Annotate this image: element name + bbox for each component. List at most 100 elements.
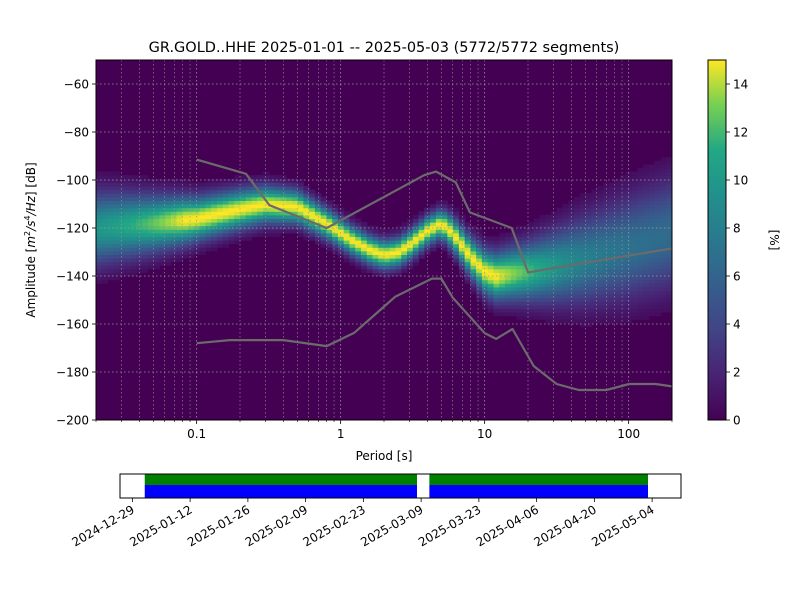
heatmap-cell [562, 218, 569, 223]
heatmap-cell [430, 247, 437, 252]
heatmap-cell [355, 243, 362, 248]
heatmap-cell [430, 218, 437, 223]
heatmap-cell [556, 258, 564, 263]
heatmap-cell [441, 204, 448, 209]
heatmap-cell [355, 254, 362, 259]
heatmap-cell [625, 175, 633, 180]
heatmap-cell [447, 250, 454, 255]
heatmap-cell [107, 250, 114, 255]
heatmap-cell [545, 286, 552, 291]
heatmap-cell [384, 232, 391, 237]
heatmap-cell [170, 232, 178, 237]
heatmap-cell [263, 211, 270, 216]
heatmap-cell [407, 254, 414, 259]
timeline-tick-label: 2025-05-04 [589, 502, 656, 549]
heatmap-cell [453, 218, 460, 223]
heatmap-cell [113, 182, 120, 187]
heatmap-cell [608, 308, 615, 313]
heatmap-cell [481, 272, 489, 277]
heatmap-cell [205, 214, 212, 219]
heatmap-cell [240, 218, 247, 223]
heatmap-cell [424, 240, 431, 245]
heatmap-cell [435, 232, 443, 237]
heatmap-cell [412, 236, 420, 241]
heatmap-cell [556, 315, 564, 320]
heatmap-cell [211, 207, 218, 212]
heatmap-cell [384, 243, 391, 248]
heatmap-cell [124, 193, 132, 198]
y-tick-label: −80 [64, 126, 89, 140]
heatmap-cell [637, 279, 644, 284]
heatmap-cell [107, 193, 114, 198]
heatmap-cell [614, 207, 621, 212]
heatmap-cell [245, 211, 253, 216]
heatmap-cell [113, 175, 120, 180]
heatmap-cell [574, 286, 581, 291]
heatmap-cell [251, 229, 258, 234]
heatmap-cell [263, 232, 270, 237]
heatmap-cell [504, 276, 512, 281]
heatmap-cell [159, 196, 166, 201]
heatmap-cell [401, 229, 408, 234]
heatmap-cell [625, 232, 633, 237]
heatmap-cell [245, 193, 253, 198]
heatmap-cell [447, 214, 454, 219]
heatmap-cell [96, 229, 103, 234]
heatmap-cell [654, 247, 662, 252]
heatmap-cell [464, 268, 471, 273]
heatmap-cell [648, 240, 656, 245]
heatmap-cell [372, 236, 379, 241]
heatmap-cell [153, 178, 160, 183]
coverage-bars [144, 474, 648, 498]
heatmap-cell [654, 265, 662, 270]
heatmap-cell [142, 186, 149, 191]
heatmap-cell [551, 229, 558, 234]
heatmap-cell [493, 286, 500, 291]
heatmap-cell [579, 247, 587, 252]
y-tick-label: −120 [56, 222, 89, 236]
heatmap-cell [349, 218, 356, 223]
heatmap-cell [631, 301, 639, 306]
heatmap-cell [499, 297, 506, 302]
heatmap-cell [516, 276, 523, 281]
heatmap-cell [119, 240, 126, 245]
heatmap-cell [608, 225, 615, 230]
heatmap-cell [147, 254, 155, 259]
heatmap-cell [130, 214, 137, 219]
heatmap-cell [96, 204, 103, 209]
heatmap-cell [337, 250, 345, 255]
colorbar-tick-label: 10 [733, 174, 748, 188]
heatmap-cell [274, 175, 281, 180]
heatmap-cell [332, 225, 339, 230]
heatmap-cell [124, 207, 132, 212]
heatmap-cell [458, 272, 466, 277]
heatmap-cell [447, 218, 454, 223]
heatmap-cell [412, 232, 420, 237]
heatmap-cell [389, 247, 397, 252]
heatmap-cell [205, 211, 212, 216]
heatmap-cell [142, 236, 149, 241]
heatmap-cell [360, 243, 368, 248]
heatmap-cell [96, 265, 103, 270]
heatmap-cell [222, 193, 230, 198]
heatmap-cell [401, 243, 408, 248]
heatmap-cell [251, 214, 258, 219]
heatmap-cell [654, 214, 662, 219]
heatmap-cell [568, 279, 575, 284]
heatmap-cell [107, 232, 114, 237]
heatmap-cell [568, 243, 575, 248]
heatmap-cell [597, 204, 604, 209]
heatmap-cell [476, 290, 483, 295]
heatmap-cell [568, 232, 575, 237]
heatmap-cell [499, 261, 506, 266]
heatmap-cell [510, 279, 518, 284]
heatmap-cell [574, 229, 581, 234]
heatmap-cell [228, 218, 235, 223]
heatmap-cell [303, 225, 310, 230]
heatmap-cell [660, 261, 667, 266]
heatmap-cell [188, 186, 195, 191]
heatmap-cell [585, 294, 592, 299]
heatmap-cell [170, 243, 178, 248]
heatmap-cell [320, 222, 327, 227]
heatmap-cell [643, 258, 650, 263]
